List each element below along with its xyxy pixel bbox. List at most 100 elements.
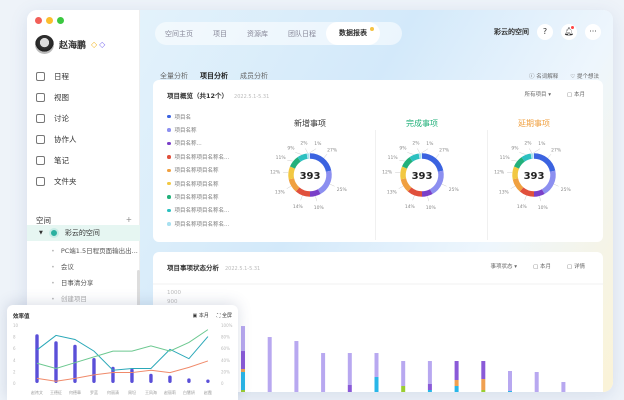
overview-card: 项目概览（共12个） 2022.5.1-5.31 所有项目 ▾ ▢ 本月 项目名 项目… [153, 80, 603, 242]
slice-label: 14% [517, 204, 528, 210]
stacked-bar-segment [401, 361, 406, 387]
efficiency-line [36, 360, 209, 382]
project-item[interactable]: 日事清分享 [51, 277, 94, 287]
legend-dot [167, 195, 171, 199]
legend-dot [167, 168, 171, 172]
x-tick-label: 白慧妍 [183, 389, 195, 395]
detail-button[interactable]: ▢ 详情 [567, 264, 585, 270]
donut-slice [288, 178, 300, 192]
note-icon [36, 156, 45, 165]
legend-dot [167, 155, 171, 159]
add-space-button[interactable]: + [125, 215, 132, 224]
sidebar-item[interactable]: 协作人 [36, 129, 136, 150]
top-nav-tab[interactable]: 资源库 [247, 29, 268, 38]
avatar [35, 35, 54, 54]
legend-item[interactable]: 项目名称项目名称名... [167, 204, 229, 217]
donut-chart: 新增事项 27% 25% 10% 14% 13% 12% 11% 9% 2% 1% 393 [255, 118, 365, 215]
legend-item[interactable]: 项目名称项目名称 [167, 190, 229, 203]
legend-dot [167, 222, 171, 226]
sidebar-item[interactable]: 文件夹 [36, 171, 136, 192]
slice-label: 9% [287, 145, 295, 151]
stacked-bar-segment [241, 369, 245, 373]
close-button[interactable] [35, 17, 42, 24]
sub-tab[interactable]: 成员分析 [240, 72, 268, 80]
sidebar-item-label: 协作人 [54, 135, 77, 144]
sidebar-item-label: 日程 [54, 72, 69, 81]
project-filter-dropdown[interactable]: 所有项目 ▾ [524, 92, 552, 98]
slice-label: 12% [494, 170, 505, 176]
legend-item[interactable]: 项目名 [167, 110, 229, 123]
sidebar-item-label: 笔记 [54, 156, 69, 165]
sidebar-item-label: 视图 [54, 93, 69, 102]
sidebar-item[interactable]: 讨论 [36, 108, 136, 129]
project-item[interactable]: 会议 [51, 261, 74, 271]
period-button[interactable]: ▢ 本月 [533, 264, 552, 270]
slice-label: 1% [538, 141, 546, 147]
legend-label: 项目名称项目名称 [174, 195, 219, 202]
more-button[interactable]: ··· [585, 24, 601, 40]
slice-label: 27% [439, 147, 450, 153]
legend-item[interactable]: 项目名称项目名称名... [167, 150, 229, 163]
top-nav-tab[interactable]: 项目 [213, 29, 227, 38]
legend-item[interactable]: 项目名称... [167, 137, 229, 150]
stacked-bar-segment [481, 390, 486, 392]
top-nav-tab[interactable]: 数据报表 [326, 22, 380, 45]
slice-label: 27% [327, 147, 338, 153]
stacked-bar-segment [508, 391, 512, 392]
help-button[interactable]: ? [537, 24, 553, 40]
stacked-bar-segment [508, 371, 512, 392]
user-profile[interactable]: 赵海鹏 ◇ ◇ [35, 35, 105, 54]
sidebar-item[interactable]: 笔记 [36, 150, 136, 171]
period-label: 本月 [540, 264, 552, 270]
bell-icon[interactable]: 🔔︎ [561, 24, 577, 40]
feedback-link[interactable]: ♡ 提个想法 [570, 74, 599, 80]
x-tick-label: 王凤海 [145, 389, 157, 395]
folder-icon [36, 177, 45, 186]
sidebar-scrollbar[interactable] [137, 270, 140, 320]
period-button[interactable]: ▣ 本月 [192, 313, 209, 319]
sidebar-item[interactable]: 日程 [36, 66, 136, 87]
gold-diamond-icon: ◇ [91, 40, 98, 49]
efficiency-bar [130, 368, 134, 383]
y-right-tick: 100% [221, 323, 233, 328]
legend-item[interactable]: 项目名称项目名称 [167, 177, 229, 190]
period-button[interactable]: ▢ 本月 [567, 92, 585, 98]
legend-dot [167, 114, 171, 119]
top-nav-tab[interactable]: 空间主页 [165, 29, 193, 38]
fullscreen-button[interactable]: ⛶ 全屏 [216, 313, 232, 319]
slice-label: 11% [276, 155, 287, 161]
donut-slice [519, 187, 535, 197]
legend-label: 项目名称 [174, 128, 197, 135]
chart-icon [36, 93, 45, 102]
donut-slice [290, 157, 301, 169]
sidebar-item[interactable]: 视图 [36, 87, 136, 108]
space-item-selected[interactable]: ▼ 彩云的空间 [27, 225, 140, 241]
donut-slice [317, 170, 332, 195]
status-filter-dropdown[interactable]: 事项状态 ▾ [490, 264, 518, 270]
space-header: 空间 + [36, 215, 132, 226]
efficiency-bar [168, 375, 172, 383]
efficiency-bar [54, 341, 58, 383]
legend-item[interactable]: 项目名称项目名称 [167, 164, 229, 177]
sub-tab[interactable]: 项目分析 [200, 72, 228, 80]
legend-item[interactable]: 项目名称项目名称名... [167, 217, 229, 230]
y-right-tick: 80% [221, 335, 230, 340]
stacked-bar-segment [401, 386, 406, 392]
top-nav-tab[interactable]: 团队日程 [288, 29, 316, 38]
legend-item[interactable]: 项目名称 [167, 123, 229, 136]
y-left-tick: 4 [13, 358, 16, 363]
donut-slice [309, 189, 321, 197]
donut-slice [402, 157, 413, 169]
legend-label: 项目名称项目名称名... [174, 221, 230, 228]
detail-label: 详情 [573, 264, 585, 270]
space-switcher[interactable]: 彩云的空间 [494, 28, 529, 36]
glossary-link[interactable]: ⓘ 名词解释 [529, 74, 559, 80]
header-links: ⓘ 名词解释 ♡ 提个想法 [529, 72, 599, 80]
sub-tab[interactable]: 全量分析 [160, 72, 188, 80]
legend-label: 项目名称项目名称名... [174, 208, 230, 215]
maximize-button[interactable] [57, 17, 64, 24]
project-item[interactable]: PC端1.5日程页面输出出... [51, 245, 138, 255]
create-project-button[interactable]: 创建项目 [51, 293, 87, 303]
x-tick-label: 周坦 [128, 389, 136, 395]
minimize-button[interactable] [46, 17, 53, 24]
